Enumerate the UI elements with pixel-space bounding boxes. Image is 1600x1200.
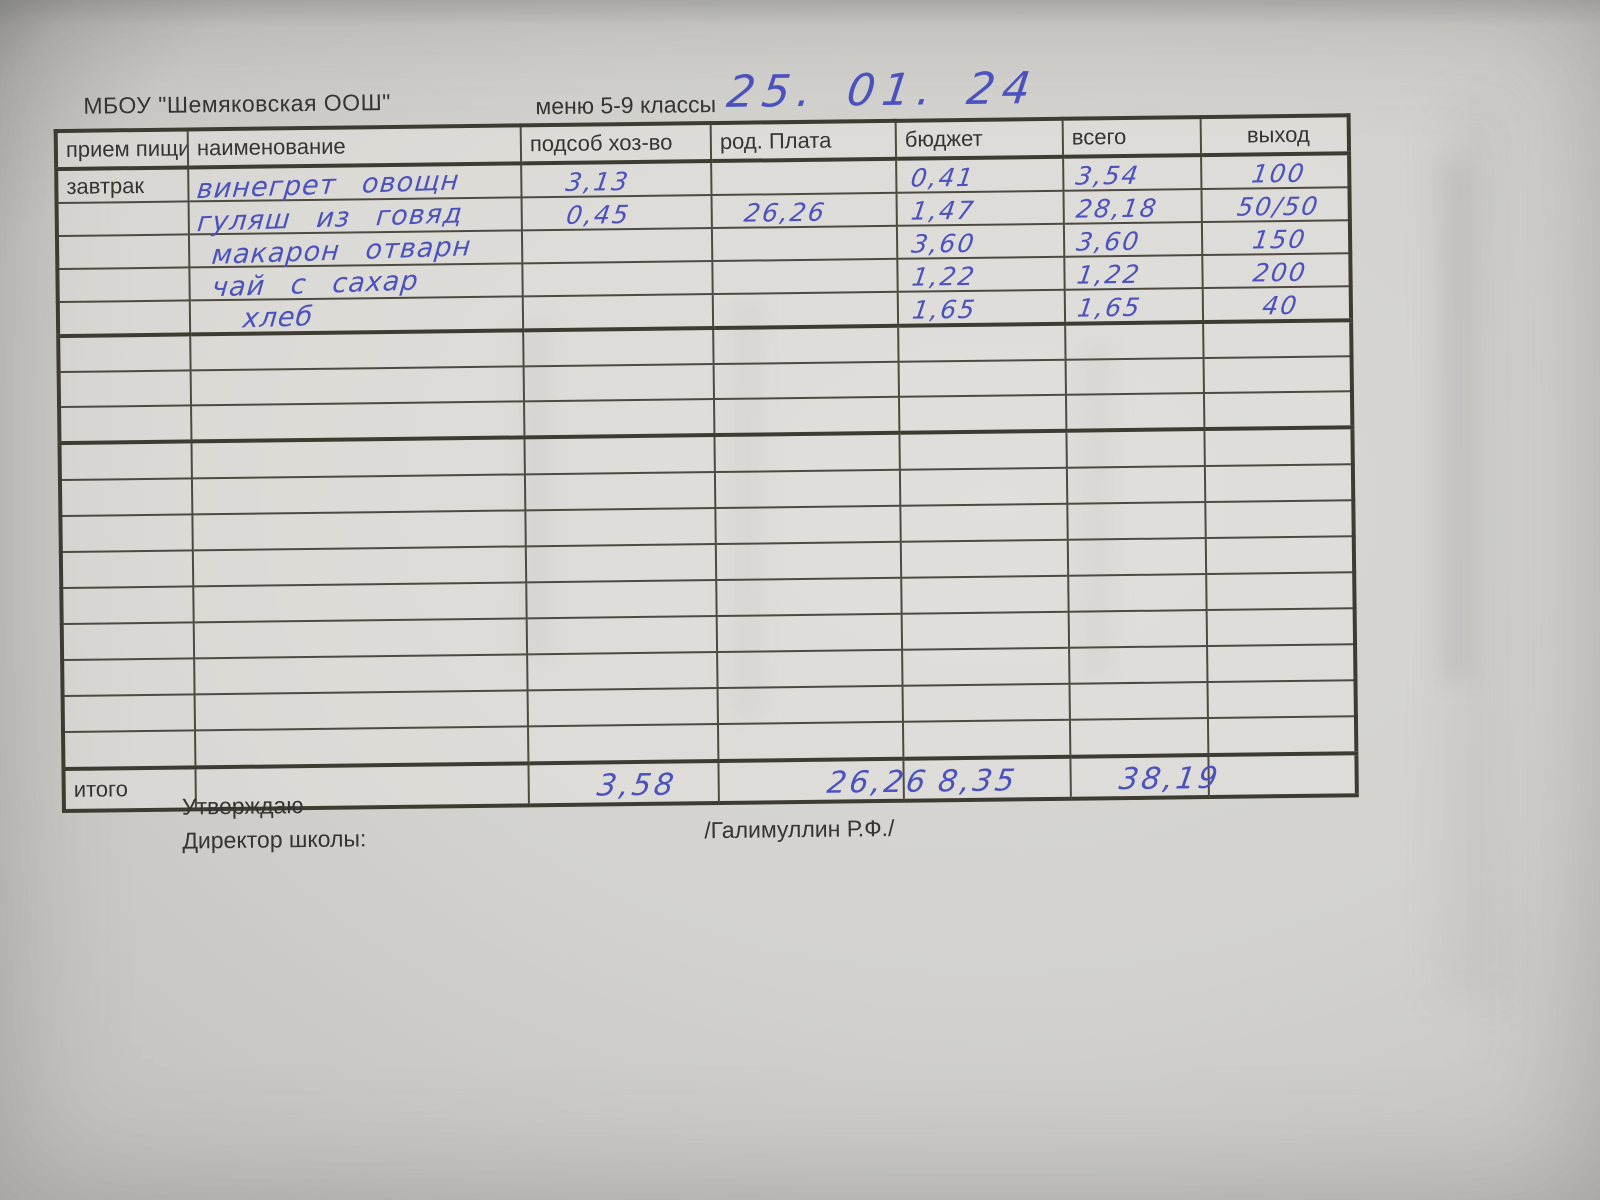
dish-name: хлеб <box>241 301 315 335</box>
approve-label: Утверждаю <box>181 792 304 820</box>
budget-value: 3,60 <box>909 228 978 259</box>
meal-section-label: завтрак <box>66 172 145 199</box>
col-header-meal: прием пищи <box>55 129 189 170</box>
vyhod-value: 100 <box>1249 158 1308 189</box>
totals-rod-plata: 26,26 <box>824 763 931 801</box>
budget-value: 1,65 <box>910 294 979 325</box>
totals-vsego: 38,19 <box>1116 760 1223 797</box>
vsego-value: 1,65 <box>1075 292 1144 323</box>
vsego-value: 1,22 <box>1075 259 1143 290</box>
podsob-value: 3,13 <box>563 167 632 197</box>
budget-value: 1,47 <box>909 195 978 226</box>
vyhod-value: 50/50 <box>1235 191 1323 222</box>
vyhod-value: 200 <box>1250 257 1309 288</box>
col-header-vyhod: выход <box>1200 115 1350 156</box>
totals-podsob: 3,58 <box>594 767 679 804</box>
vsego-value: 28,18 <box>1074 193 1161 224</box>
rod-plata-value: 26,26 <box>742 197 829 228</box>
totals-label: итого <box>73 776 129 802</box>
totals-budget: 8,35 <box>935 762 1020 799</box>
vsego-value: 3,54 <box>1073 160 1142 191</box>
school-name: МБОУ "Шемяковская ООШ" <box>83 88 391 119</box>
director-label: Директор школы: <box>182 825 367 854</box>
menu-table: прием пищи наименование подсоб хоз-во ро… <box>53 113 1359 814</box>
col-header-vsego: всего <box>1062 117 1202 157</box>
col-header-name: наименование <box>187 125 522 168</box>
podsob-value: 0,45 <box>564 200 633 230</box>
budget-value: 0,41 <box>908 162 977 193</box>
col-header-budget: бюджет <box>895 118 1064 159</box>
vyhod-value: 150 <box>1250 224 1309 255</box>
col-header-rod-plata: род. Плата <box>710 120 897 162</box>
director-signature: /Галимуллин Р.Ф./ <box>704 814 895 844</box>
vsego-value: 3,60 <box>1074 226 1143 257</box>
handwritten-date: 25. 01. 24 <box>723 63 1041 118</box>
budget-value: 1,22 <box>910 261 978 292</box>
vyhod-value: 40 <box>1260 290 1301 321</box>
col-header-podsob: подсоб хоз-во <box>520 123 712 164</box>
menu-title: меню 5-9 классы <box>535 90 717 120</box>
